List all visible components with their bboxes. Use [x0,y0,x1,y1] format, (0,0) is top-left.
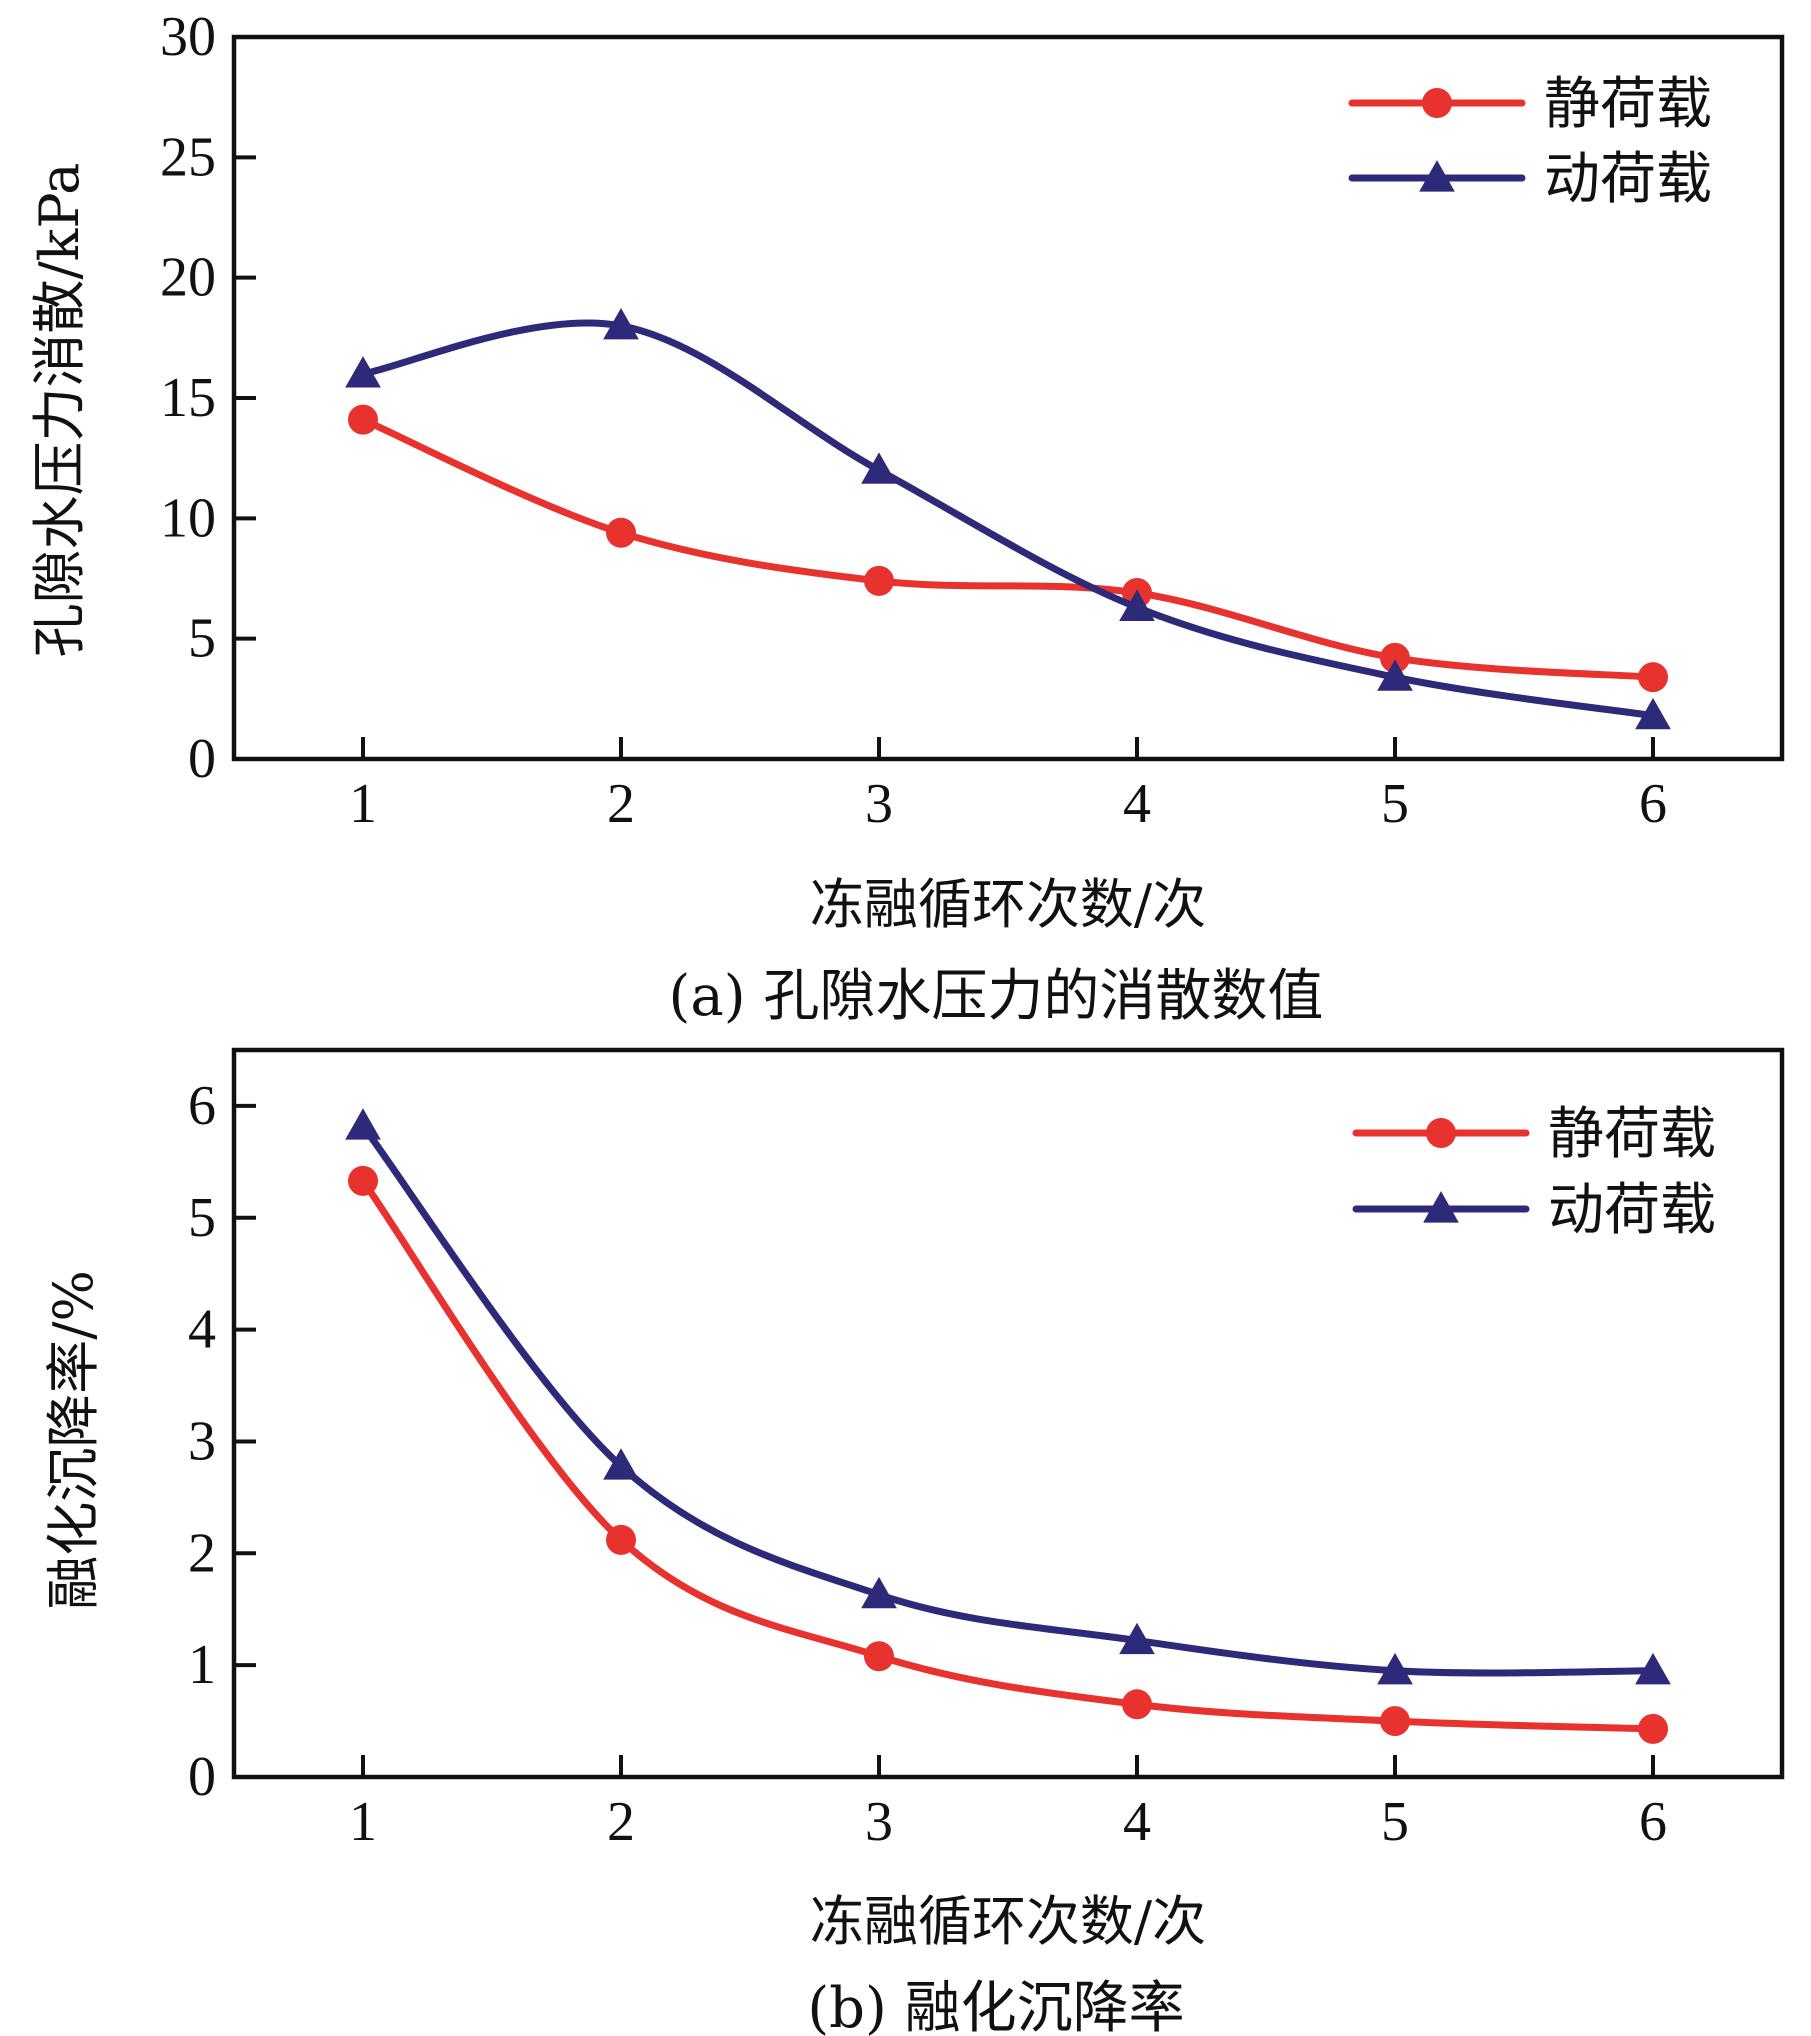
y-tick-label: 25 [160,126,216,188]
data-point-triangle [345,356,381,388]
y-tick-label: 5 [188,1187,216,1249]
y-tick-label: 0 [188,728,216,790]
data-point-triangle [603,307,639,340]
data-point-triangle [603,1448,639,1480]
x-tick-label: 2 [607,773,635,835]
y-axis-ticks-a: 0 5 10 15 20 25 30 [160,6,256,790]
y-axis-title-a: 孔隙水压力消散/kPa [28,162,91,657]
x-tick-label: 4 [1123,1791,1151,1853]
y-tick-label: 1 [188,1634,216,1696]
y-tick-label: 10 [160,487,216,549]
data-point-triangle [861,452,897,484]
data-point-circle [348,404,378,435]
y-tick-label: 20 [160,247,216,309]
x-axis-ticks-a: 1 2 3 4 5 6 [349,737,1667,835]
data-point-triangle [1635,1652,1671,1685]
legend-marker-circle [1422,88,1452,118]
series-group-b [345,1108,1671,1744]
legend-marker-circle [1426,1118,1456,1148]
data-point-triangle [1119,1622,1155,1655]
y-tick-label: 5 [188,608,216,670]
x-tick-label: 5 [1381,1791,1409,1853]
data-point-circle [864,565,894,596]
data-point-triangle [1119,589,1155,621]
x-tick-label: 1 [349,773,377,835]
data-point-circle [348,1165,378,1196]
caption-a: (a) 孔隙水压力的消散数值 [669,964,1324,1029]
data-point-triangle [1635,697,1671,730]
y-tick-label: 15 [160,367,216,429]
y-axis-title-b: 融化沉降率/% [42,1270,105,1610]
plot-frame-b [231,1047,1785,1780]
data-point-triangle [861,1576,897,1609]
legend-label: 静荷载 [1548,1102,1716,1167]
series-line-static-load [359,1177,1657,1733]
legend-marker-triangle [1419,160,1455,192]
x-tick-label: 2 [607,1791,635,1853]
data-point-triangle [1377,659,1413,691]
x-tick-label: 3 [865,773,893,835]
legend-label: 静荷载 [1544,72,1712,137]
data-point-triangle [1377,1652,1413,1685]
y-tick-label: 30 [160,6,216,68]
x-axis-ticks-b: 1 2 3 4 5 6 [349,1755,1667,1853]
x-tick-label: 1 [349,1791,377,1853]
data-point-triangle [345,1108,381,1140]
series-group-a [345,307,1671,730]
legend-label: 动荷载 [1544,147,1712,212]
data-point-circle [606,517,636,548]
data-point-circle [606,1524,636,1555]
data-point-circle [1122,1689,1152,1720]
series-line-dynamic-load [359,1122,1657,1677]
data-point-circle [1638,1713,1668,1744]
y-axis-ticks-b: 0 1 2 3 4 5 6 [188,1075,256,1808]
y-tick-label: 2 [188,1522,216,1584]
x-tick-label: 6 [1639,1791,1667,1853]
y-tick-label: 6 [188,1075,216,1137]
y-tick-label: 0 [188,1746,216,1808]
x-axis-title-b: 冻融循环次数/次 [810,1890,1206,1953]
data-point-circle [864,1641,894,1672]
series-line-dynamic-load [359,319,1657,720]
legend-marker-triangle [1423,1191,1459,1223]
x-tick-label: 4 [1123,773,1151,835]
plot-frame-a [231,34,1785,762]
x-tick-label: 3 [865,1791,893,1853]
x-axis-title-a: 冻融循环次数/次 [810,873,1206,936]
y-tick-label: 4 [188,1299,216,1361]
series-line-static-load [359,416,1657,681]
data-point-circle [1380,1706,1410,1737]
caption-b: (b) 融化沉降率 [807,1976,1184,2036]
y-tick-label: 3 [188,1410,216,1472]
x-tick-label: 6 [1639,773,1667,835]
x-tick-label: 5 [1381,773,1409,835]
data-point-circle [1638,662,1668,693]
legend-label: 动荷载 [1548,1178,1716,1243]
data-point-circle [1380,642,1410,673]
